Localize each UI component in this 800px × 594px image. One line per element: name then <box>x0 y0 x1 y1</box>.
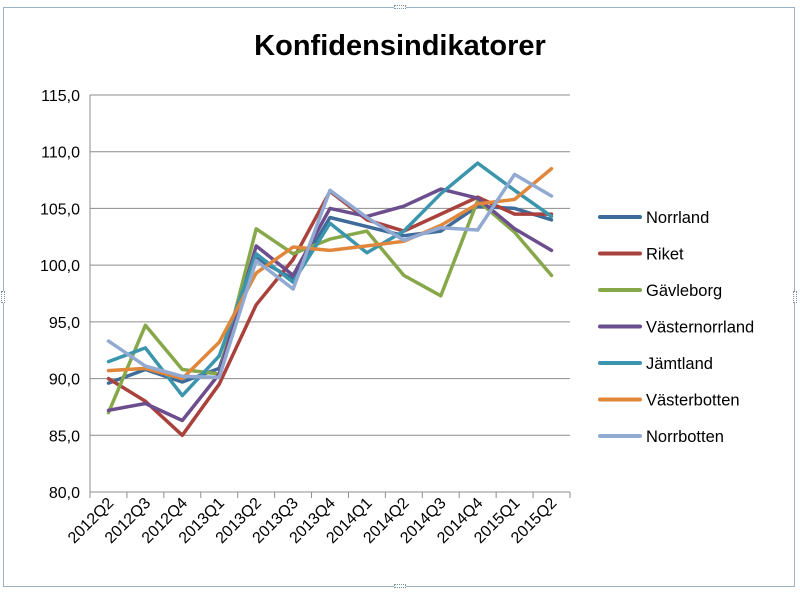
y-tick-label: 110,0 <box>41 145 80 162</box>
y-tick-label: 105,0 <box>40 201 80 218</box>
legend-label: Norrbotten <box>646 428 724 446</box>
series-line-j-mtland <box>106 161 554 398</box>
y-tick-label: 80,0 <box>49 485 80 502</box>
y-tick-label: 95,0 <box>49 315 80 332</box>
legend-label: Jämtland <box>646 355 713 373</box>
legend-label: Västerbotten <box>646 392 740 410</box>
series-line-g-vleborg <box>106 198 554 415</box>
resize-handle-top[interactable] <box>394 5 406 9</box>
chart-title: Konfidensindikatorer <box>254 30 546 62</box>
legend-label: Västernorrland <box>646 319 754 337</box>
series-line-norrbotten <box>106 172 554 380</box>
series-line-v-sterbotten <box>106 166 554 381</box>
resize-handle-right[interactable] <box>793 291 797 303</box>
y-tick-label: 100,0 <box>40 258 80 275</box>
legend-label: Riket <box>646 246 684 264</box>
resize-handle-bottom[interactable] <box>394 584 406 588</box>
chart-frame[interactable] <box>3 7 795 587</box>
legend-label: Gävleborg <box>646 282 722 300</box>
y-tick-label: 115,0 <box>41 88 80 105</box>
y-tick-label: 90,0 <box>49 372 80 389</box>
y-tick-label: 85,0 <box>49 428 80 445</box>
series-line-riket <box>106 189 554 438</box>
legend-label: Norrland <box>646 209 709 227</box>
resize-handle-left[interactable] <box>1 291 5 303</box>
series-line-norrland <box>106 204 554 385</box>
series-line-v-sternorrland <box>106 187 554 423</box>
